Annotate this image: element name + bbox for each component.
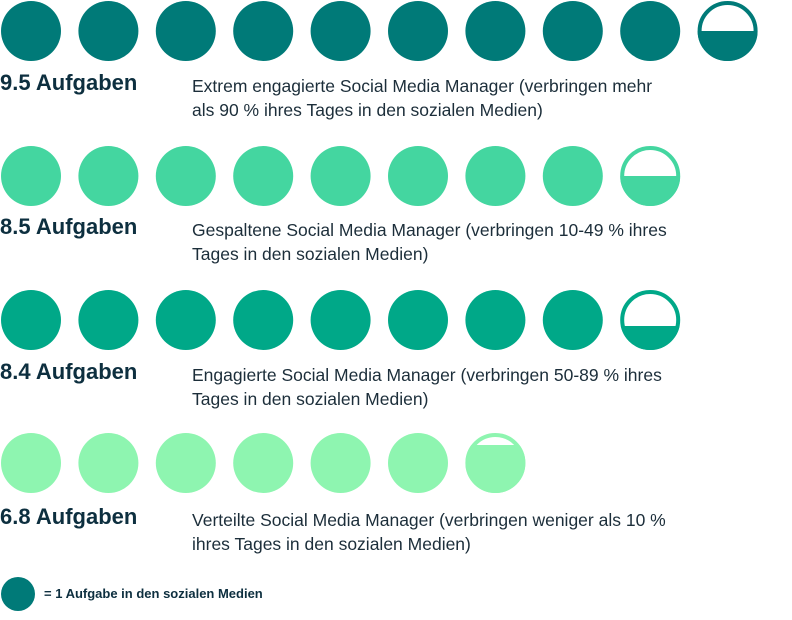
row-1-count: 9.5 Aufgaben <box>0 70 138 95</box>
row-2-unit-circle <box>388 146 448 206</box>
row-3-description: Engagierte Social Media Manager (verbrin… <box>192 363 752 411</box>
row-1-unit-circle <box>620 1 681 61</box>
row-1-description-line-1: Extrem engagierte Social Media Manager (… <box>192 76 653 96</box>
row-4-description-line-2: ihres Tages in den sozialen Medien) <box>192 534 471 554</box>
row-4-description-line-1: Verteilte Social Media Manager (verbring… <box>192 510 666 530</box>
row-2-description-line-1: Gespaltene Social Media Manager (verbrin… <box>192 220 667 240</box>
row-1-unit-circle <box>465 1 526 61</box>
row-1-unit-circle <box>155 1 216 61</box>
row-1-unit-circle <box>1 1 61 61</box>
row-2-unit-circle <box>465 146 526 206</box>
row-4-unit-circle <box>388 433 448 493</box>
row-2-unit-circle <box>78 146 139 206</box>
row-1-description: Extrem engagierte Social Media Manager (… <box>192 74 752 122</box>
row-3-unit-circle <box>1 290 61 350</box>
row-2-partial-circle <box>620 146 681 206</box>
row-1-partial-circle <box>697 1 758 61</box>
row-2-unit-circle <box>1 146 61 206</box>
row-1-description-line-2: als 90 % ihres Tages in den sozialen Med… <box>192 100 543 120</box>
legend-circle <box>1 577 35 611</box>
row-3-unit-circle <box>155 290 216 350</box>
row-4-description: Verteilte Social Media Manager (verbring… <box>192 508 752 556</box>
row-1-unit-circle <box>233 1 294 61</box>
row-2-description-line-2: Tages in den sozialen Medien) <box>192 244 429 264</box>
row-4-count: 6.8 Aufgaben <box>0 504 138 529</box>
row-2-unit-circle <box>310 146 371 206</box>
row-2-unit-circle <box>542 146 603 206</box>
row-3-count: 8.4 Aufgaben <box>0 359 138 384</box>
row-2-description: Gespaltene Social Media Manager (verbrin… <box>192 218 752 266</box>
row-2-unit-circle <box>233 146 294 206</box>
row-2-count: 8.5 Aufgaben <box>0 214 138 239</box>
row-1-unit-circle <box>388 1 448 61</box>
row-4-unit-circle <box>155 433 216 493</box>
row-1-unit-circle <box>310 1 371 61</box>
row-1-unit-circle <box>78 1 139 61</box>
row-4-partial-circle <box>465 433 526 493</box>
row-3-description-line-1: Engagierte Social Media Manager (verbrin… <box>192 365 662 385</box>
row-4-unit-circle <box>310 433 371 493</box>
row-4-unit-circle <box>233 433 294 493</box>
row-3-unit-circle <box>78 290 139 350</box>
row-2-unit-circle <box>155 146 216 206</box>
row-3-partial-circle <box>620 290 681 350</box>
legend-label: = 1 Aufgabe in den sozialen Medien <box>44 586 263 601</box>
row-3-unit-circle <box>465 290 526 350</box>
row-3-unit-circle <box>542 290 603 350</box>
row-3-unit-circle <box>310 290 371 350</box>
row-3-unit-circle <box>388 290 448 350</box>
row-3-unit-circle <box>233 290 294 350</box>
row-1-unit-circle <box>542 1 603 61</box>
row-3-description-line-2: Tages in den sozialen Medien) <box>192 389 429 409</box>
row-4-unit-circle <box>1 433 61 493</box>
row-4-unit-circle <box>78 433 139 493</box>
